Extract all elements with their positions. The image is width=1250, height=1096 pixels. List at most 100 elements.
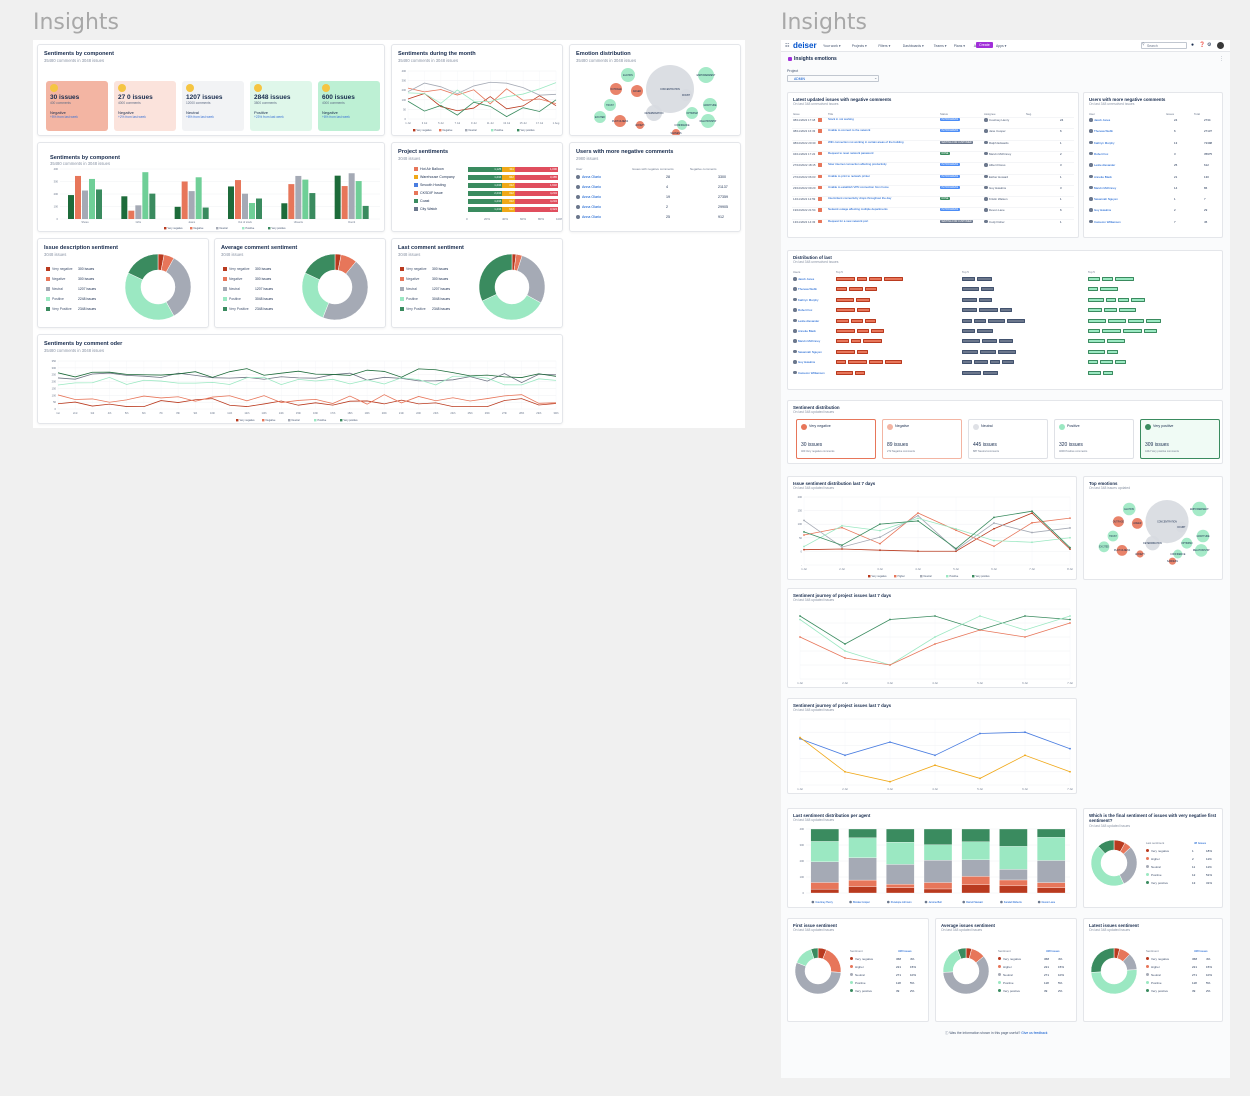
user-link[interactable]: Jacob Jones — [798, 277, 815, 281]
legend-swatch — [1146, 873, 1149, 876]
user-link[interactable]: Guy Hawkins — [1094, 208, 1112, 213]
user-link[interactable]: Cameron Williamson — [798, 370, 825, 375]
more-icon[interactable]: ⋮ — [1219, 56, 1224, 62]
search-input[interactable]: Search — [1141, 42, 1187, 49]
issue-link[interactable]: Unable to print to network printer — [828, 173, 870, 178]
emotion-chip — [856, 297, 870, 302]
nav-item[interactable]: Your work ▾ — [823, 44, 841, 48]
avatar[interactable] — [1217, 42, 1224, 49]
sentiment-tile[interactable]: 27 0 issues 4000 comments Negative +2% from… — [114, 81, 176, 131]
sentiment-tile[interactable]: 1207 issues 12000 comments Neutral +8% from… — [182, 81, 244, 131]
sentiment-tile[interactable]: Very positive 309 issues 4442 Very positiv… — [1140, 419, 1220, 459]
emotion-chip — [848, 360, 867, 365]
user-link[interactable]: Kathryn Murphy — [1094, 140, 1115, 145]
sentiment-tile[interactable]: 600 issues 4000 comments Negative +8% from … — [318, 81, 380, 131]
user-link[interactable]: Robert Fox — [798, 308, 813, 313]
project-row[interactable]: Smooth Hosting — [414, 183, 446, 188]
project-row[interactable]: Hot Air Balloon — [414, 167, 444, 172]
sentiment-tile[interactable]: 2848 issues 3800 comments Positive +23% fro… — [250, 81, 312, 131]
create-button[interactable]: Create — [976, 42, 993, 48]
issue-link[interactable]: Slow internet connection affecting produ… — [828, 162, 887, 167]
project-select[interactable]: ADMIN — [787, 75, 879, 82]
sentiment-tile[interactable]: Neutral 445 issues 887 Neutral comments — [968, 419, 1048, 459]
gear-icon[interactable]: ⚙ — [1207, 42, 1212, 48]
nav-item[interactable]: Apps ▾ — [996, 44, 1007, 48]
bar — [188, 191, 195, 219]
x-tick-label: 8 Jul — [1067, 567, 1073, 571]
user-link[interactable]: Anna Olario — [582, 185, 601, 189]
user-link[interactable]: Annette Black — [1094, 174, 1112, 179]
user-link[interactable]: Robert Fox — [1094, 151, 1109, 156]
nav-item[interactable]: Dashboards ▾ — [902, 44, 924, 48]
issue-link[interactable]: Request to reset network password — [828, 150, 874, 155]
nav-item[interactable]: Plans ▾ — [953, 44, 965, 48]
app-switcher-icon[interactable]: ☷ — [785, 43, 790, 49]
agent-label[interactable]: Courtney Henry — [815, 901, 833, 904]
logo[interactable]: deiser — [793, 41, 817, 50]
bell-icon[interactable]: ● — [1191, 42, 1195, 48]
nav-item[interactable]: Filters ▾ — [878, 44, 891, 48]
issue-link[interactable]: Stock in not working — [828, 117, 854, 121]
issue-link[interactable]: Network outage affecting multiple depart… — [828, 207, 888, 212]
feedback-link[interactable]: Give us feedback — [1021, 1031, 1048, 1035]
user-link[interactable]: Anna Olario — [582, 195, 601, 199]
tile-count: 30 issues — [50, 94, 80, 101]
sentiment-tile[interactable]: 30 issues 400 comments Negative +5% from la… — [46, 81, 108, 131]
issue-link[interactable]: Unable to connect to the network — [828, 128, 871, 133]
user-link[interactable]: Savannah Nguyen — [1094, 197, 1118, 202]
legend-value: 300 issues — [432, 277, 449, 281]
bubble-label: CONFIDENCE — [1170, 554, 1186, 556]
nav-item[interactable]: Teams ▾ — [933, 44, 947, 48]
sentiment-tile[interactable]: Negative 89 issues 272 Negative comments — [882, 419, 962, 459]
issue-link[interactable]: Intermittent connectivity drops througho… — [828, 196, 892, 201]
issue-link[interactable]: Request for a new network port — [828, 218, 869, 223]
user-link[interactable]: Marvin McKinney — [798, 339, 821, 344]
bar — [334, 175, 341, 219]
y-tick-label: 300 — [52, 366, 57, 370]
user-link[interactable]: Leslie Alexander — [1094, 163, 1116, 168]
agent-label[interactable]: Jerome Bell — [929, 901, 943, 904]
bar-segment: 312 — [502, 199, 515, 204]
user-link[interactable]: Guy Hawkins — [798, 360, 816, 365]
user-link[interactable]: Leslie Alexander — [798, 318, 820, 323]
user-link[interactable]: Annette Black — [798, 329, 816, 333]
agent-label[interactable]: Darrell Stewart — [966, 901, 983, 904]
nav-item[interactable]: Projects ▾ — [851, 44, 867, 48]
issue-link[interactable]: Unable to establish VPN connection from … — [828, 184, 889, 189]
user-link[interactable]: Anna Olario — [582, 175, 601, 179]
user-link[interactable]: Jacob Jones — [1094, 118, 1111, 122]
agent-label[interactable]: Brooke Cooper — [853, 901, 870, 904]
data-point — [1069, 548, 1071, 551]
project-row[interactable]: Warehouse Company — [414, 175, 455, 180]
project-row[interactable]: CKSDIF Issue — [414, 191, 443, 196]
emotion-chip — [1088, 349, 1105, 354]
user-link[interactable]: Savannah Nguyen — [798, 349, 822, 354]
y-tick-label: 200 — [800, 859, 805, 863]
data-point — [799, 636, 801, 638]
sentiment-tile[interactable]: Positive 320 issues 4000 Positive comments — [1054, 419, 1134, 459]
row-percent: 18% — [1206, 848, 1213, 853]
user-link[interactable]: Anna Olario — [582, 205, 601, 209]
user-link[interactable]: Theresa Webb — [798, 287, 817, 292]
agent-label[interactable]: Kandell Roberts — [1004, 901, 1023, 904]
user-link[interactable]: Anna Olario — [582, 215, 601, 219]
emotion-chip — [1000, 308, 1012, 313]
emotion-chip — [1106, 297, 1116, 302]
x-tick-label: 7th — [159, 411, 163, 415]
legend-label: Negative — [52, 277, 66, 281]
user-link[interactable]: Kathryn Murphy — [798, 297, 819, 302]
help-icon[interactable]: ❓ — [1199, 42, 1206, 48]
user-link[interactable]: Theresa Webb — [1094, 129, 1113, 134]
issue-link[interactable]: WiFi connection not working in certain a… — [828, 139, 904, 144]
smile-face-icon — [254, 84, 262, 92]
legend-swatch — [946, 575, 949, 578]
agent-label[interactable]: Penelope Johnson — [891, 901, 912, 904]
avatar — [1089, 185, 1093, 190]
user-link[interactable]: Marvin McKinney — [1094, 185, 1117, 190]
project-row[interactable]: Coast — [414, 199, 429, 204]
avatar — [576, 175, 580, 179]
sentiment-tile[interactable]: Very negative 30 issues 400 Very negative … — [796, 419, 876, 459]
user-link[interactable]: Cameron Williamson — [1094, 219, 1121, 224]
agent-label[interactable]: Devon Lane — [1042, 901, 1056, 904]
project-row[interactable]: City Watch — [414, 207, 437, 212]
